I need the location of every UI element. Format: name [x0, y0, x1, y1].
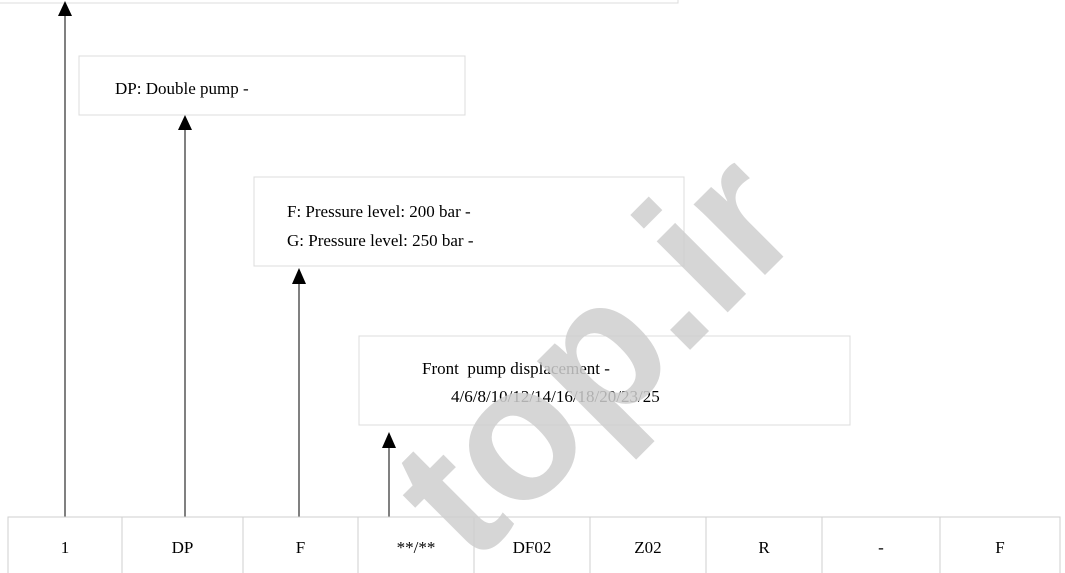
- cell-text: F: [296, 538, 305, 557]
- cell-text: DF02: [513, 538, 552, 557]
- box: [78, 55, 466, 116]
- cell-text: F: [995, 538, 1004, 557]
- arrows: [58, 1, 396, 517]
- cell-text: 1: [61, 538, 70, 557]
- cell-text: **/**: [397, 538, 436, 557]
- box-text: F: Pressure level: 200 bar -: [287, 202, 471, 221]
- cell-text: Z02: [634, 538, 661, 557]
- box-text: Front pump displacement -: [422, 359, 610, 378]
- arrow-head: [58, 1, 72, 16]
- arrow-head: [292, 268, 306, 284]
- arrow-head: [178, 115, 192, 130]
- box-text: DP: Double pump -: [115, 79, 249, 98]
- box: [358, 335, 851, 426]
- top-box: [0, 0, 679, 4]
- table-cell: [939, 516, 1061, 573]
- box-text: 4/6/8/10/12/14/16/18/20/23/25: [451, 387, 660, 406]
- arrow-head: [382, 432, 396, 448]
- cell-text: DP: [172, 538, 194, 557]
- box: [253, 176, 685, 267]
- table: 1 DP F **/** DF02 Z02 R - F: [7, 516, 1061, 573]
- box-text: G: Pressure level: 250 bar -: [287, 231, 474, 250]
- cell-text: -: [878, 538, 884, 557]
- cell-text: R: [758, 538, 770, 557]
